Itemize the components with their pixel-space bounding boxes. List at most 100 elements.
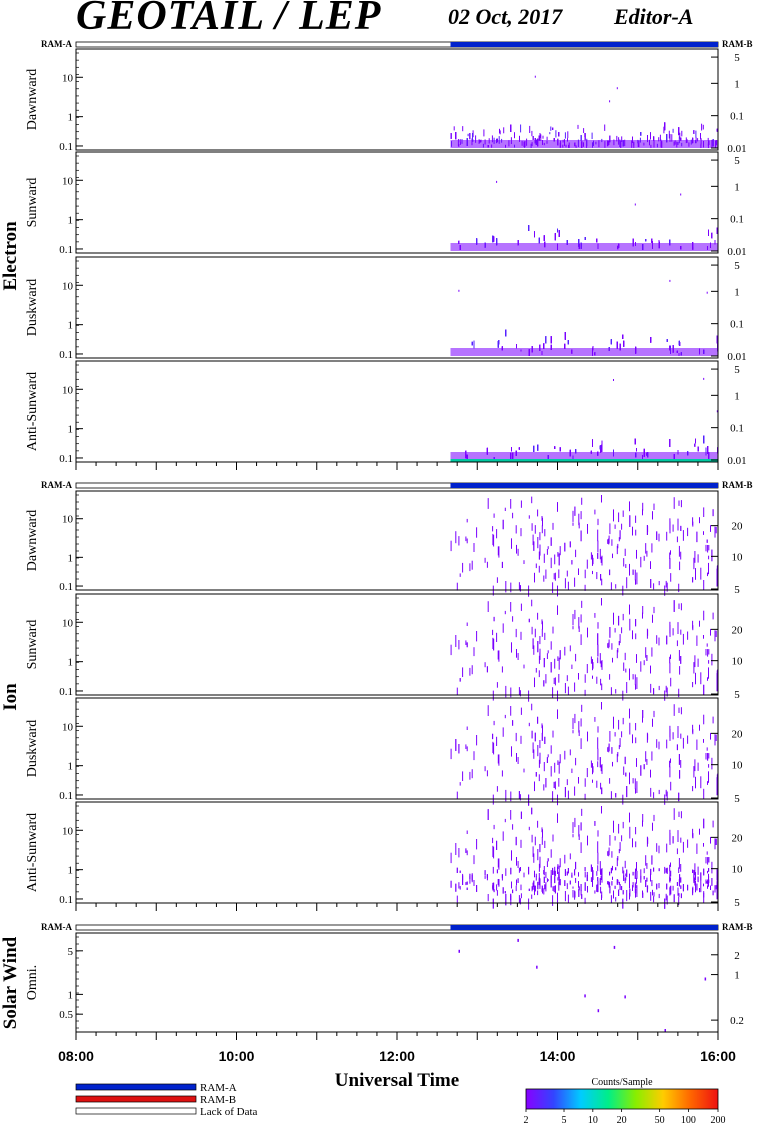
- data-cell: [626, 786, 628, 798]
- right-tick-label: 5: [734, 155, 740, 167]
- left-tick-label: 5: [68, 946, 74, 958]
- data-cell: [680, 551, 682, 560]
- data-cell: [609, 135, 611, 143]
- data-cell: [629, 873, 630, 882]
- data-cell: [716, 670, 718, 682]
- data-cell: [547, 858, 549, 862]
- data-cell: [571, 874, 573, 878]
- data-cell: [550, 662, 552, 673]
- data-cell: [669, 766, 671, 778]
- data-cell: [712, 716, 714, 724]
- data-cell: [566, 871, 568, 876]
- data-cell: [670, 877, 671, 881]
- data-cell: [616, 857, 618, 867]
- data-cell: [680, 603, 682, 611]
- data-cell: [707, 137, 709, 141]
- data-cell: [703, 868, 705, 876]
- data-cell: [558, 569, 560, 579]
- data-cell: [643, 868, 645, 874]
- data-cell: [680, 885, 682, 889]
- data-cell: [635, 737, 637, 744]
- ram-b-label: RAM-B: [722, 922, 753, 932]
- data-cell: [625, 873, 627, 877]
- data-cell: [514, 132, 515, 139]
- data-cell: [580, 822, 582, 831]
- data-cell: [558, 876, 560, 885]
- data-cell: [666, 867, 668, 874]
- data-cell: [543, 876, 545, 883]
- data-cell: [487, 498, 489, 509]
- data-cell: [538, 551, 540, 560]
- data-cell: [678, 792, 680, 802]
- data-cell: [696, 883, 698, 891]
- data-cell: [716, 786, 718, 796]
- left-tick-label: 1: [68, 112, 74, 124]
- data-cell: [635, 868, 636, 873]
- data-cell: [666, 134, 668, 143]
- data-cell: [645, 543, 647, 554]
- data-cell: [705, 544, 707, 552]
- data-cell: [578, 777, 579, 784]
- data-cell: [697, 446, 699, 452]
- data-cell: [678, 127, 680, 136]
- data-cell: [607, 747, 609, 752]
- data-cell: [653, 606, 655, 614]
- data-cell: [629, 893, 630, 900]
- colorbar-tick-label: 20: [617, 1115, 627, 1126]
- data-cell: [611, 539, 613, 546]
- data-cell: [531, 130, 533, 137]
- data-cell: [580, 135, 582, 141]
- data-cell: [510, 706, 512, 716]
- data-cell: [538, 774, 540, 782]
- data-cell: [542, 829, 543, 838]
- data-cell: [680, 733, 682, 739]
- data-cell: [550, 766, 552, 777]
- right-tick-label: 5: [734, 584, 740, 596]
- x-tick-label: 12:00: [379, 1048, 415, 1064]
- left-tick-label: 10: [62, 514, 74, 526]
- data-cell: [491, 135, 493, 143]
- right-tick-label: 20: [732, 832, 744, 844]
- data-cell: [601, 876, 603, 883]
- data-cell: [537, 745, 539, 757]
- data-cell: [553, 677, 555, 684]
- data-cell: [626, 682, 628, 694]
- data-cell: [569, 749, 571, 756]
- data-cell: [665, 685, 667, 693]
- data-cell: [469, 133, 471, 140]
- data-cell: [538, 670, 540, 678]
- data-cell: [658, 893, 660, 899]
- data-cell: [650, 579, 652, 588]
- data-cell: [642, 612, 643, 619]
- data-cell: [520, 603, 522, 611]
- data-cell: [543, 888, 545, 895]
- data-cell: [711, 757, 713, 770]
- data-cell: [552, 886, 554, 891]
- data-cell: [703, 883, 704, 887]
- data-cell: [664, 122, 666, 131]
- data-cell: [677, 887, 679, 896]
- data-cell: [679, 874, 681, 880]
- data-cell: [672, 524, 674, 532]
- data-cell: [708, 667, 709, 679]
- data-cell: [505, 789, 507, 802]
- data-cell: [699, 888, 700, 893]
- data-cell: [486, 666, 488, 673]
- data-cell: [547, 754, 549, 758]
- data-cell: [466, 830, 468, 834]
- data-cell: [621, 835, 623, 842]
- data-cell: [542, 135, 544, 139]
- data-cell: [612, 865, 613, 871]
- data-cell: [572, 522, 574, 526]
- left-tick-label: 1: [68, 989, 74, 1001]
- right-tick-label: 10: [732, 551, 744, 563]
- data-cell: [597, 877, 599, 881]
- data-cell: [552, 834, 554, 842]
- data-cell: [592, 766, 594, 773]
- data-cell: [621, 136, 623, 142]
- panel-label: Sunward: [25, 620, 40, 670]
- x-tick-label: 08:00: [58, 1048, 94, 1064]
- data-cell: [609, 731, 611, 742]
- data-cell: [703, 635, 704, 639]
- data-cell: [632, 778, 634, 784]
